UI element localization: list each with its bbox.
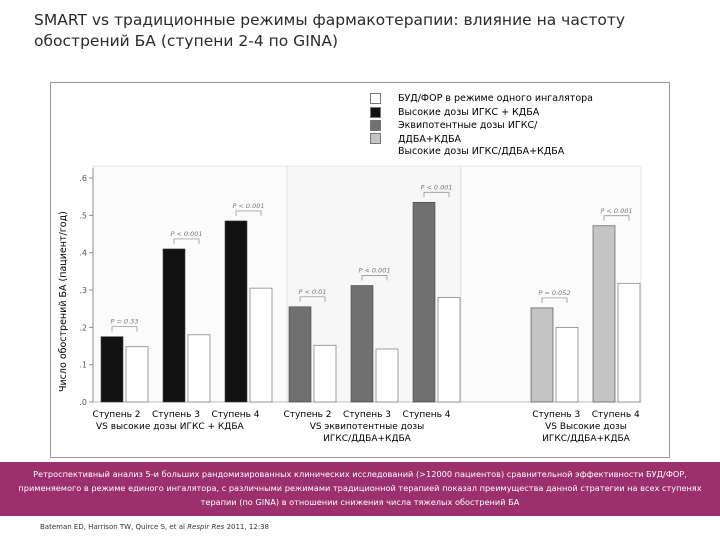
bar-smart [249, 287, 273, 403]
group-2-categories: Ступень 2 Ступень 3 Ступень 4 [274, 409, 460, 421]
reference-journal: Respir Res [187, 523, 225, 531]
p-value-label: P < 0.001 [420, 183, 452, 191]
bar-smart [187, 334, 211, 403]
reference-authors: Bateman ED, Harrison TW, Quirce S, et al [40, 523, 185, 531]
significance-bracket [603, 215, 630, 221]
bar-comparator [100, 336, 124, 403]
reference-details: 2011, 12:38 [226, 523, 269, 531]
legend-label-smart: БУД/ФОР в режиме одного ингалятора [398, 93, 594, 104]
group-label-2: Ступень 2 Ступень 3 Ступень 4 VS эквипот… [274, 409, 460, 445]
legend-item-high-ics: Высокие дозы ИГКС + КДБА [368, 106, 668, 120]
legend-label-high-ics: Высокие дозы ИГКС + КДБА [398, 106, 540, 118]
chart-frame: .0 .1 .2 .3 .4 .5 .6 P = 0.33 P < 0.001 P < 0.001… [50, 82, 670, 458]
p-value-label: P < 0.01 [299, 288, 327, 296]
legend-label-equipotent: Эквипотентные дозы ИГКС/ДДБА+КДБА [398, 120, 538, 145]
group-2-category-1: Ступень 2 [283, 410, 332, 420]
y-tick-label: .0 [79, 398, 87, 407]
bar-smart [125, 346, 149, 403]
legend-item-equipotent: Эквипотентные дозы ИГКС/ДДБА+КДБА [368, 119, 558, 146]
y-tick-label: .4 [79, 249, 87, 258]
bar-chart: .0 .1 .2 .3 .4 .5 .6 P = 0.33 P < 0.001 P < 0.001… [79, 165, 642, 407]
reference: Bateman ED, Harrison TW, Quirce S, et al… [40, 523, 269, 531]
bar-comparator [288, 306, 312, 403]
p-value-label: P < 0.001 [600, 207, 632, 215]
legend-swatch-smart [370, 93, 381, 104]
legend: БУД/ФОР в режиме одного ингалятора Высок… [368, 92, 668, 159]
legend-swatch-high-ics-laba [370, 133, 381, 144]
bar-comparator [412, 201, 436, 403]
significance-bracket [111, 326, 138, 332]
bar-smart [375, 348, 399, 403]
group-1-category-1: Ступень 2 [92, 410, 141, 420]
bar-comparator [350, 285, 374, 403]
group-2-comparison-text: VS эквипотентные дозы ИГКС/ДДБА+КДБА [309, 422, 425, 444]
y-tick-label: .2 [79, 323, 87, 332]
bar-comparator [162, 248, 186, 403]
y-tick-label: .5 [79, 211, 87, 220]
y-axis-label: Число обострений БА (пациент/год) [58, 211, 69, 392]
p-value-label: P = 0.052 [538, 289, 570, 297]
p-value-label: P < 0.001 [170, 230, 202, 238]
significance-bracket [173, 238, 200, 244]
group-label-1: Ступень 2 Ступень 3 Ступень 4 VS высокие… [82, 409, 270, 433]
bar-comparator [224, 220, 248, 403]
group-3-category-2: Ступень 4 [591, 410, 640, 420]
y-tick-label: .6 [79, 174, 87, 183]
legend-item-smart: БУД/ФОР в режиме одного ингалятора [368, 92, 668, 106]
legend-item-high-ics-laba: Высокие дозы ИГКС/ДДБА+КДБА [368, 133, 668, 159]
bar-smart [617, 282, 641, 403]
bar-smart [437, 297, 461, 403]
bar-comparator [530, 307, 554, 403]
group-2-category-3: Ступень 4 [402, 410, 451, 420]
group-label-3: Ступень 3 Ступень 4 VS Высокие дозы ИГКС… [516, 409, 656, 445]
group-3-comparison-text: VS Высокие дозы ИГКС/ДДБА+КДБА [542, 422, 630, 444]
significance-bracket [423, 191, 450, 198]
significance-bracket [541, 297, 568, 303]
bar-smart [555, 326, 579, 403]
bar-smart [313, 344, 337, 403]
slide-title: SMART vs традиционные режимы фармакотера… [34, 11, 626, 50]
caption-box: Ретроспективный анализ 5-и больших рандо… [0, 462, 720, 516]
group-3-comparison: VS Высокие дозы ИГКС/ДДБА+КДБА [536, 421, 636, 445]
group-1-comparison: VS высокие дозы ИГКС + КДБА [96, 422, 244, 432]
legend-swatch-high-ics [370, 106, 381, 118]
legend-label-high-ics-laba: Высокие дозы ИГКС/ДДБА+КДБА [398, 146, 565, 157]
p-value-label: P < 0.001 [358, 267, 390, 275]
bar-comparator [592, 225, 616, 403]
significance-bracket [235, 210, 262, 216]
legend-swatch-equipotent [370, 120, 381, 131]
p-value-label: P < 0.001 [232, 202, 264, 210]
significance-bracket [361, 275, 388, 281]
group-1-category-2: Ступень 3 [151, 410, 201, 420]
y-tick-label: .1 [79, 361, 87, 370]
group-2-category-2: Ступень 3 [342, 410, 392, 420]
group-1-categories: Ступень 2 Ступень 3 Ступень 4 [82, 409, 270, 421]
group-3-category-1: Ступень 3 [532, 410, 581, 420]
group-3-categories: Ступень 3 Ступень 4 [516, 409, 656, 421]
y-tick-label: .3 [79, 286, 87, 295]
significance-bracket [299, 296, 326, 302]
group-2-comparison: VS эквипотентные дозы ИГКС/ДДБА+КДБА [307, 421, 427, 445]
p-value-label: P = 0.33 [111, 318, 139, 326]
group-1-category-3: Ступень 4 [211, 410, 260, 420]
